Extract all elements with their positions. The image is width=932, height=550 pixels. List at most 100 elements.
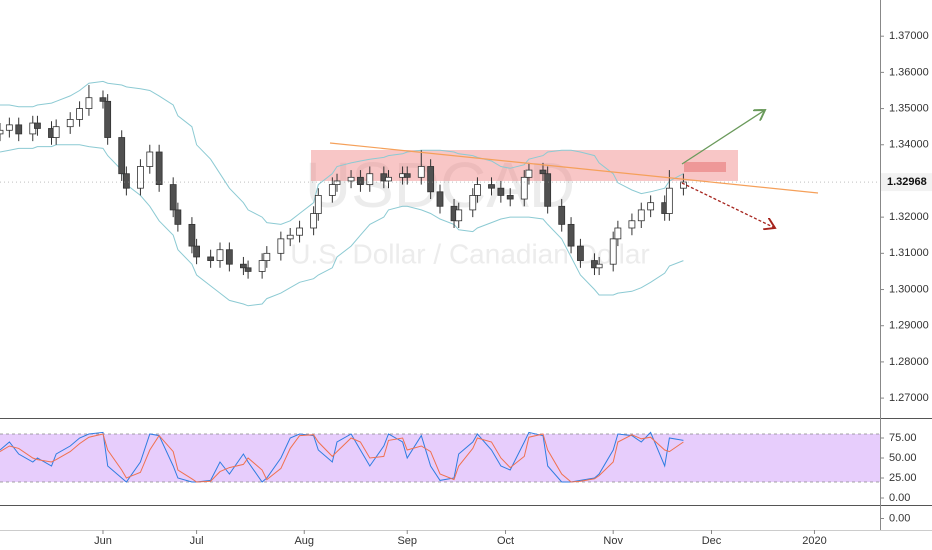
trend-line	[329, 142, 819, 194]
y-tick-label: 1.36000	[889, 66, 929, 78]
x-tick-label: Nov	[603, 535, 623, 547]
candle-body	[497, 187, 505, 196]
bull-arrow	[681, 110, 765, 165]
candle-body	[174, 209, 182, 225]
drawings	[329, 110, 819, 228]
candle-body	[263, 252, 271, 261]
candle-body	[333, 180, 341, 185]
bollinger-band	[0, 144, 684, 307]
candle-body	[85, 97, 93, 109]
candle-body	[544, 173, 552, 207]
bollinger-band	[0, 80, 684, 225]
candle-body	[577, 245, 584, 261]
candle-body	[15, 124, 23, 135]
candle-body	[76, 108, 83, 120]
x-tick-label: 2020	[802, 535, 826, 547]
candle-body	[5, 124, 13, 131]
candle-body	[104, 100, 112, 138]
x-tick-label: Sep	[397, 535, 417, 547]
candle-body	[258, 260, 266, 272]
candle-body	[188, 223, 196, 247]
y-tick-label: 1.27000	[889, 392, 929, 404]
candle-body	[474, 184, 481, 196]
watermark-name: U.S. Dollar / Canadian Dollar	[290, 238, 650, 269]
candle-body	[155, 151, 163, 185]
candle-body	[366, 173, 374, 185]
candle-body	[347, 176, 355, 182]
candle-body	[609, 238, 617, 265]
candle-body	[614, 227, 622, 240]
candle-body	[310, 213, 318, 229]
candle-body	[520, 176, 528, 200]
y-tick-label: 75.00	[889, 432, 917, 444]
oscillator-line	[0, 433, 684, 483]
y-tick-label: 0.00	[889, 492, 910, 504]
candle-body	[52, 126, 60, 138]
candle-body	[225, 249, 233, 265]
candle-body	[66, 119, 74, 128]
candle-body	[0, 129, 4, 135]
x-tick-label: Jul	[190, 535, 204, 547]
y-tick-label: 1.32000	[889, 211, 929, 223]
candle-body	[207, 256, 215, 261]
candle-body	[637, 209, 645, 222]
candle-body	[525, 169, 533, 178]
candle-body	[469, 195, 477, 211]
candle-body	[427, 166, 435, 193]
candle-body	[169, 184, 177, 211]
candle-body	[328, 184, 336, 196]
candle-body	[567, 223, 575, 247]
candle-body	[240, 263, 247, 269]
candle-body	[385, 176, 392, 182]
y-tick-label: 0.00	[889, 512, 910, 524]
y-tick-label: 1.31000	[889, 247, 929, 259]
x-tick-label: Oct	[497, 535, 514, 547]
candle-body	[137, 166, 144, 189]
candle-body	[488, 184, 495, 189]
candle-body	[417, 166, 425, 178]
y-tick-label: 1.37000	[889, 30, 929, 42]
candle-body	[118, 137, 126, 175]
candle-body	[403, 173, 411, 178]
candle-body	[628, 220, 636, 229]
candle-body	[595, 263, 603, 269]
candle-body	[216, 249, 224, 261]
bear-arrow	[681, 182, 775, 228]
candle-body	[296, 227, 303, 236]
x-tick-label: Jun	[94, 535, 112, 547]
stochastic-pane	[0, 431, 880, 483]
last-price-label: 1.32968	[887, 176, 927, 188]
candle-body	[539, 169, 547, 175]
y-tick-label: 1.34000	[889, 139, 929, 151]
oscillator-line	[0, 431, 684, 483]
candle-body	[99, 97, 107, 102]
candle-body	[665, 187, 673, 214]
candle-body	[436, 191, 444, 207]
candle-body	[122, 173, 130, 189]
last-price-box	[881, 173, 932, 192]
candle-body	[506, 195, 514, 200]
candle-body	[558, 205, 566, 225]
candle-body	[277, 238, 285, 254]
candle-body	[286, 234, 294, 240]
y-tick-label: 1.29000	[889, 320, 929, 332]
candle-body	[455, 209, 463, 222]
x-tick-label: Dec	[702, 535, 722, 547]
candle-body	[244, 267, 252, 272]
y-tick-label: 25.00	[889, 472, 917, 484]
zone-inner	[684, 162, 726, 172]
x-tick-label: Aug	[294, 535, 314, 547]
candle-body	[357, 176, 364, 185]
candle-body	[34, 122, 41, 129]
y-tick-label: 1.28000	[889, 356, 929, 368]
y-tick-label: 50.00	[889, 452, 917, 464]
candle-body	[193, 245, 200, 258]
candle-body	[647, 202, 655, 211]
y-tick-label: 1.35000	[889, 102, 929, 114]
price-pane	[0, 80, 880, 307]
y-tick-label: 1.30000	[889, 283, 929, 295]
candle-body	[680, 181, 687, 189]
candle-body	[146, 151, 154, 167]
